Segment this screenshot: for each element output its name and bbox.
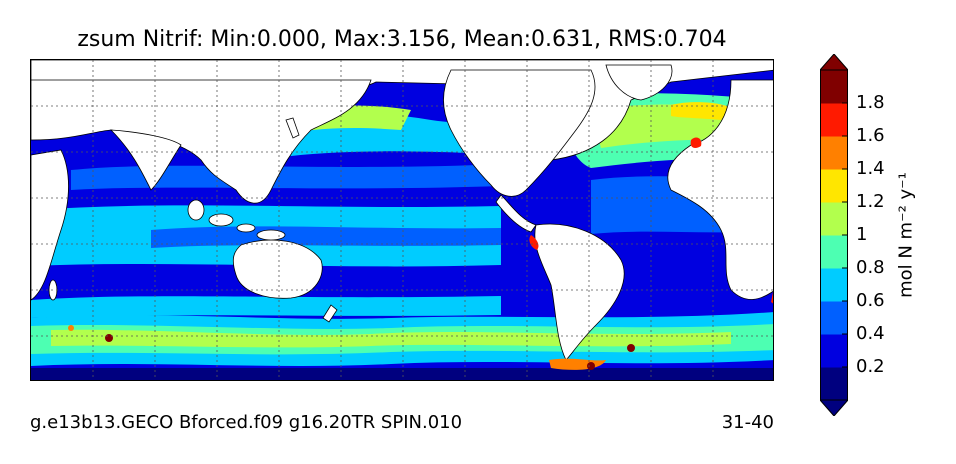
colorbar-extend-max: [820, 54, 848, 71]
colorbar-level-swatch: [820, 301, 848, 335]
japan: [285, 117, 300, 139]
colorbar-level-swatch: [820, 169, 848, 203]
peru-upwelling-hotspot: [529, 235, 539, 250]
ocean-nitrification-map: [30, 59, 774, 381]
antarctic-margin: [31, 368, 773, 380]
map-title: zsum Nitrif: Min:0.000, Max:3.156, Mean:…: [77, 27, 727, 52]
colorbar-level-swatch: [820, 235, 848, 269]
borneo: [208, 213, 234, 227]
north-pacific-band: [71, 164, 501, 190]
equatorial-band-blue: [151, 226, 501, 248]
benguela-hotspot: [771, 292, 773, 304]
years-label: 31-40: [721, 412, 774, 433]
colorbar-level-swatch: [820, 268, 848, 302]
colorbar-tick-label: 1.6: [856, 125, 885, 146]
colorbar-tick-label: 0.8: [856, 257, 885, 278]
run-name-label: g.e13b13.GECO Bforced.f09 g16.20TR SPIN.…: [30, 412, 463, 433]
sumatra: [187, 199, 205, 221]
map-canvas: [31, 60, 773, 380]
south-subtropical-band: [31, 296, 501, 318]
colorbar: [820, 54, 848, 416]
colorbar-tick-label: 1: [856, 224, 868, 245]
colorbar-level-swatch: [820, 136, 848, 170]
colorbar-level-swatch: [820, 202, 848, 236]
colorbar-tick-label: 1.8: [856, 92, 885, 113]
sulawesi: [236, 223, 256, 233]
colorbar-level-swatch: [820, 334, 848, 368]
colorbar-level-swatch: [820, 103, 848, 137]
colorbar-tick-label: 1.2: [856, 191, 885, 212]
new-zealand: [322, 304, 338, 323]
new-guinea: [256, 229, 286, 241]
africa-west-edge: [31, 149, 69, 301]
north-atlantic-yellow: [671, 102, 731, 120]
north-sea-hotspot: [690, 137, 702, 148]
colorbar-extend-min: [820, 399, 848, 416]
kerguelen-max-spot: [105, 334, 113, 342]
crozet-hotspot: [68, 325, 74, 331]
eurasia: [31, 79, 372, 204]
colorbar-tick-label: 0.6: [856, 290, 885, 311]
south-atlantic-max-spot: [627, 344, 635, 352]
colorbar-tick-label: 0.4: [856, 323, 885, 344]
central-america: [495, 194, 537, 233]
india: [109, 129, 182, 191]
north-america: [443, 69, 596, 197]
colorbar-level-swatch: [820, 70, 848, 104]
colorbar-tick-label: 1.4: [856, 158, 885, 179]
colorbar-units-label: mol N m⁻² y⁻¹: [895, 172, 917, 298]
greenland: [605, 64, 673, 101]
patagonian-max-spot: [587, 362, 595, 370]
graticule: [31, 60, 773, 380]
colorbar-level-swatch: [820, 367, 848, 401]
colorbar-tick-label: 0.2: [856, 356, 885, 377]
